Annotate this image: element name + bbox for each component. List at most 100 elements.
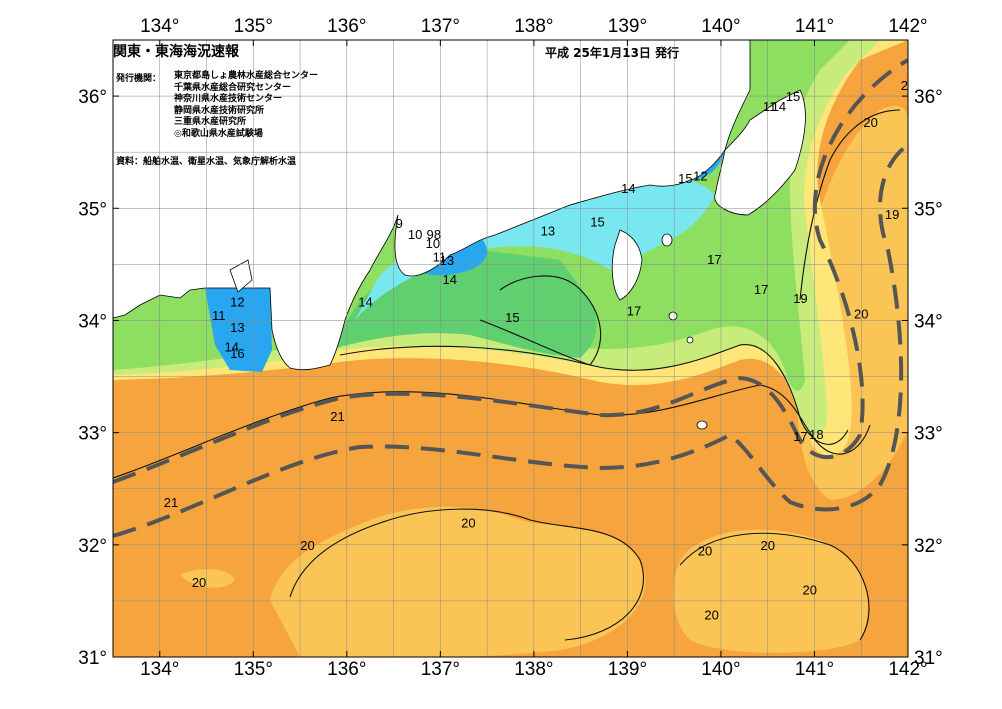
latitude-label-left: 34° (78, 311, 107, 332)
island-hachijo (696, 420, 708, 430)
kuroshio-axis (113, 58, 908, 538)
latitude-labels-left: 36° 35° 34° 33° 32° 31° (78, 87, 107, 669)
contour-20-southwest (289, 508, 645, 641)
isotherm-label: 20 (760, 538, 774, 553)
map-frame (112, 39, 909, 658)
latitude-label-left: 35° (78, 199, 107, 220)
isotherm-label: 20 (803, 583, 817, 598)
latitude-label-right: 31° (914, 648, 943, 669)
latitude-label-left: 33° (78, 424, 107, 445)
latitude-label-right: 35° (914, 199, 943, 220)
contour-lines (113, 109, 901, 641)
isotherm-label: 20 (300, 538, 314, 553)
longitude-label-bottom: 140° (701, 659, 740, 680)
light-warm-patch-southwest (270, 506, 646, 657)
longitude-labels-bottom: 134° 135° 136° 137° 138° 139° 140° 141° 142° (140, 659, 928, 680)
latitude-label-left: 32° (78, 536, 107, 557)
land-awaji (229, 259, 253, 293)
isotherm-label: 15 (786, 89, 800, 104)
isotherm-label: 15 (678, 171, 692, 186)
isotherm-label: 8 (434, 227, 441, 242)
cyan-sagami-water (560, 178, 715, 270)
isotherm-label: 17 (793, 429, 807, 444)
contour-17 (339, 344, 849, 445)
longitude-label-top: 135° (234, 16, 273, 37)
latitude-label-right: 33° (914, 424, 943, 445)
latitude-label-right: 34° (914, 311, 943, 332)
isotherm-label: 15 (590, 215, 604, 230)
latitude-labels-right: 36° 35° 34° 33° 32° 31° (914, 87, 943, 669)
isotherm-label: 14 (621, 181, 635, 196)
isotherm-label: 16 (230, 346, 244, 361)
isotherm-label: 12 (230, 294, 244, 309)
isotherm-label: 20 (863, 115, 877, 130)
longitude-ticks (159, 40, 909, 657)
isotherm-label: 10 (408, 227, 422, 242)
isotherm-label: 20 (461, 515, 475, 530)
longitude-label-top: 134° (140, 16, 179, 37)
land-izu (611, 229, 643, 301)
longitude-label-top: 142° (888, 16, 927, 37)
izu-islands (661, 233, 708, 430)
kuroshio-axis-north (113, 58, 908, 484)
issuer-item: 静岡県水産技術研究所 (174, 105, 265, 116)
isotherm-label: 14 (358, 294, 372, 309)
isotherm-label: 11 (433, 250, 447, 265)
latitude-label-right: 36° (914, 87, 943, 108)
map-title: 関東・東海海況速報 (113, 44, 239, 60)
isotherm-label: 13 (230, 320, 244, 335)
isotherm-label: 21 (164, 495, 178, 510)
longitude-label-top: 140° (701, 16, 740, 37)
issuer-item: 神奈川県水産技術センター (174, 94, 283, 104)
longitude-label-top: 141° (795, 16, 834, 37)
issuer-label: 発行機関： (116, 74, 162, 84)
data-source: 資料：船舶水温、衛星水温、気象庁解析水温 (116, 157, 297, 167)
longitude-labels-top: 134° 135° 136° 137° 138° 139° 140° 141° 142° (140, 16, 928, 37)
kuroshio-axis-south (113, 143, 908, 538)
isotherm-label: 17 (707, 252, 721, 267)
longitude-label-bottom: 135° (234, 659, 273, 680)
island-toshima (668, 311, 678, 321)
longitude-label-bottom: 139° (608, 659, 647, 680)
latitude-label-left: 31° (78, 648, 107, 669)
light-warm-patch-small (180, 568, 235, 588)
longitude-label-bottom: 142° (888, 659, 927, 680)
isotherm-label: 19 (793, 291, 807, 306)
isotherm-label: 14 (442, 272, 456, 287)
isotherm-label: 20 (854, 307, 868, 322)
longitude-label-bottom: 138° (514, 659, 553, 680)
longitude-label-bottom: 134° (140, 659, 179, 680)
isotherm-label: 21 (330, 409, 344, 424)
isotherm-label: 9 (426, 227, 433, 242)
isotherm-label: 14 (772, 99, 786, 114)
isotherm-label: 11 (212, 308, 226, 323)
longitude-label-top: 139° (608, 16, 647, 37)
isotherm-label: 17 (754, 282, 768, 297)
isotherm-label: 19 (885, 207, 899, 222)
issuer-list: 東京都島しょ農林水産総合センター 千葉県水産総合研究センター 神奈川県水産技術セ… (174, 71, 318, 140)
isotherm-label: 17 (627, 303, 641, 318)
isotherm-label: 20 (704, 607, 718, 622)
island-oshima (661, 233, 673, 247)
isotherm-label: 11 (763, 99, 777, 114)
longitude-label-top: 137° (421, 16, 460, 37)
isotherm-label: 12 (693, 169, 707, 184)
latitude-label-left: 36° (78, 87, 107, 108)
issuer-item: ◎和歌山県水産試験場 (174, 128, 263, 139)
isotherm-label: 20 (192, 575, 206, 590)
land-honshu (113, 40, 751, 371)
longitude-label-top: 138° (514, 16, 553, 37)
isotherm-label: 9 (396, 216, 403, 231)
isotherm-label: 14 (225, 339, 239, 354)
latitude-label-right: 32° (914, 536, 943, 557)
isotherm-label: 13 (440, 253, 454, 268)
longitude-label-bottom: 141° (795, 659, 834, 680)
blue-kii-channel-water (205, 288, 272, 372)
issuer-item: 東京都島しょ農林水産総合センター (174, 71, 319, 81)
isotherm-label: 20 (698, 543, 712, 558)
isotherm-label: 18 (809, 427, 823, 442)
contour-15 (479, 275, 602, 366)
issue-date: 平成 25年1月13日 発行 (545, 46, 680, 60)
